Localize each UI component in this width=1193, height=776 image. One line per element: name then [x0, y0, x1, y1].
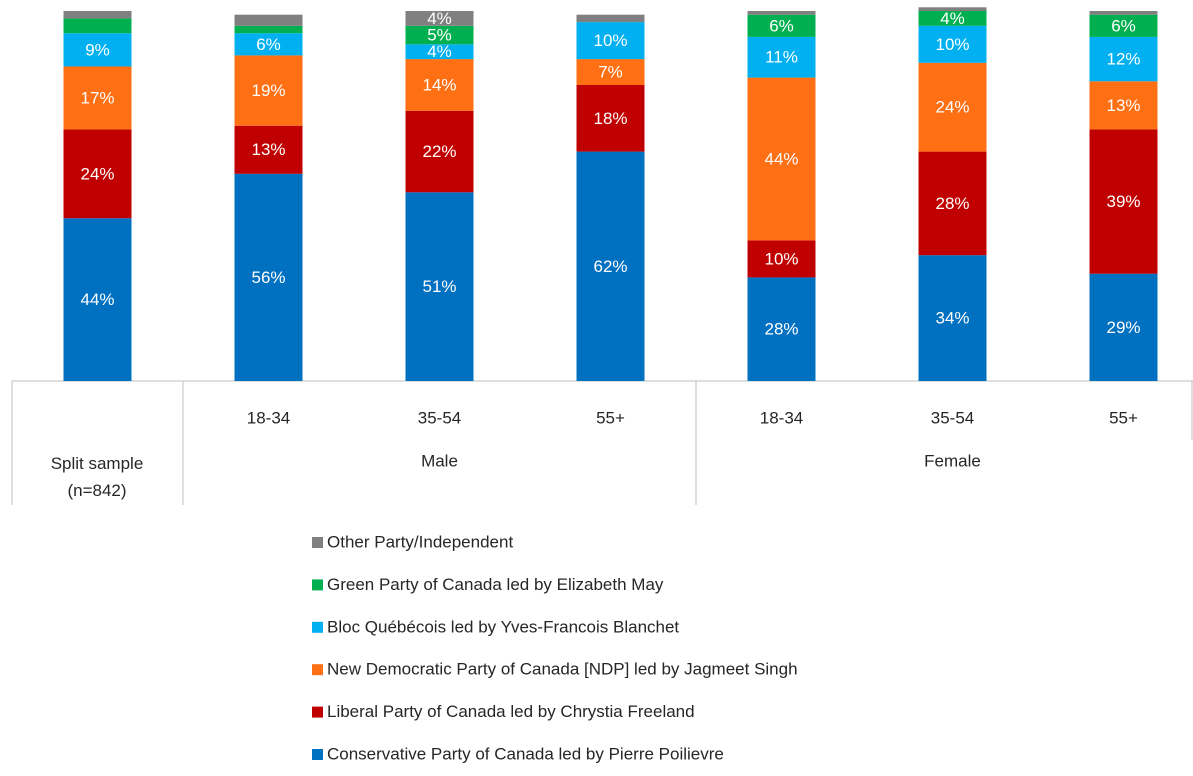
value-label: 39% — [1106, 192, 1140, 211]
bar-segment — [405, 25, 474, 45]
bar-segment — [747, 277, 816, 381]
legend-swatch — [312, 749, 323, 760]
value-label: 9% — [85, 40, 110, 59]
value-label: 22% — [422, 142, 456, 161]
legend-label: Bloc Québécois led by Yves-Francois Blan… — [327, 617, 679, 636]
value-label: 13% — [1106, 96, 1140, 115]
bar-segment — [1089, 11, 1158, 15]
value-label: 10% — [593, 31, 627, 50]
legend-swatch — [312, 579, 323, 591]
bar-segment — [405, 192, 474, 381]
value-label: 19% — [251, 81, 285, 100]
legend-label: Conservative Party of Canada led by Pier… — [327, 744, 724, 763]
bar-segment — [63, 66, 132, 130]
bar-segment — [234, 125, 303, 174]
value-label: 29% — [1106, 318, 1140, 337]
bar-segment — [576, 22, 645, 60]
bar-segment — [63, 218, 132, 381]
bar-segment — [747, 11, 816, 15]
value-label: 18% — [593, 109, 627, 128]
value-label: 10% — [935, 35, 969, 54]
legend-swatch — [312, 621, 323, 633]
bar-segment — [576, 59, 645, 85]
bar-segment — [1089, 14, 1158, 37]
value-label: 24% — [80, 164, 114, 183]
value-label: 28% — [935, 194, 969, 213]
bar-segment — [63, 18, 132, 34]
category-label: 55+ — [1109, 408, 1138, 427]
bar-segment — [918, 255, 987, 381]
bar-segment — [234, 55, 303, 126]
bar-segment — [234, 33, 303, 56]
bar-segment — [234, 14, 303, 26]
value-label: 24% — [935, 98, 969, 117]
bar-segment — [918, 11, 987, 26]
value-label: 34% — [935, 309, 969, 328]
bar-segment — [576, 151, 645, 381]
value-label: 7% — [598, 63, 623, 82]
legend-label: Other Party/Independent — [327, 532, 513, 551]
bar-segment — [405, 59, 474, 111]
bar-segment — [63, 33, 132, 67]
value-label: 11% — [765, 48, 798, 67]
value-label: 13% — [251, 140, 285, 159]
legend-label: Green Party of Canada led by Elizabeth M… — [327, 575, 664, 594]
bar-segment — [918, 151, 987, 256]
value-label: 4% — [427, 9, 452, 28]
value-label: 62% — [593, 257, 627, 276]
bar-segment — [1089, 273, 1158, 381]
value-label: 10% — [764, 249, 798, 268]
value-label: 6% — [769, 16, 794, 35]
value-label: 5% — [427, 26, 452, 45]
legend-swatch — [312, 706, 323, 718]
legend-swatch — [312, 664, 323, 676]
value-label: 44% — [764, 149, 798, 168]
bar-segment — [1089, 81, 1158, 130]
legend-label: Liberal Party of Canada led by Chrystia … — [327, 702, 695, 721]
value-label: 17% — [80, 88, 114, 107]
bar-segment — [1089, 36, 1158, 82]
value-label: 4% — [427, 42, 452, 61]
bar-segment — [1089, 129, 1158, 274]
bar-segment — [918, 62, 987, 152]
bar-segment — [747, 36, 816, 78]
value-label: 4% — [940, 9, 965, 28]
category-label: 35-54 — [418, 408, 461, 427]
bar-segment — [234, 25, 303, 34]
bar-segment — [747, 240, 816, 278]
category-label: 55+ — [596, 408, 625, 427]
value-label: 12% — [1106, 50, 1140, 69]
value-label: 28% — [764, 320, 798, 339]
legend-label: New Democratic Party of Canada [NDP] led… — [327, 660, 798, 679]
category-label: 18-34 — [760, 408, 803, 427]
value-label: 14% — [422, 75, 456, 94]
bar-segment — [747, 77, 816, 241]
value-label: 6% — [256, 35, 281, 54]
bar-segment — [63, 129, 132, 219]
bar-segment — [918, 7, 987, 11]
group-label: Male — [421, 451, 458, 470]
category-label: Split sample (n=842) — [50, 454, 144, 500]
bar-segment — [63, 11, 132, 19]
category-label: 18-34 — [247, 408, 290, 427]
value-label: 44% — [80, 290, 114, 309]
bar-segment — [405, 44, 474, 60]
bar-segment — [405, 110, 474, 193]
value-label: 6% — [1111, 16, 1136, 35]
bar-segment — [576, 85, 645, 152]
bar-segment — [405, 11, 474, 26]
bar-segment — [234, 173, 303, 381]
legend-swatch — [312, 537, 323, 548]
bar-segment — [576, 14, 645, 23]
group-label: Female — [924, 451, 981, 470]
category-label: 35-54 — [931, 408, 974, 427]
value-label: 56% — [251, 268, 285, 287]
value-label: 51% — [422, 277, 456, 296]
bar-segment — [747, 14, 816, 37]
bar-segment — [918, 25, 987, 63]
